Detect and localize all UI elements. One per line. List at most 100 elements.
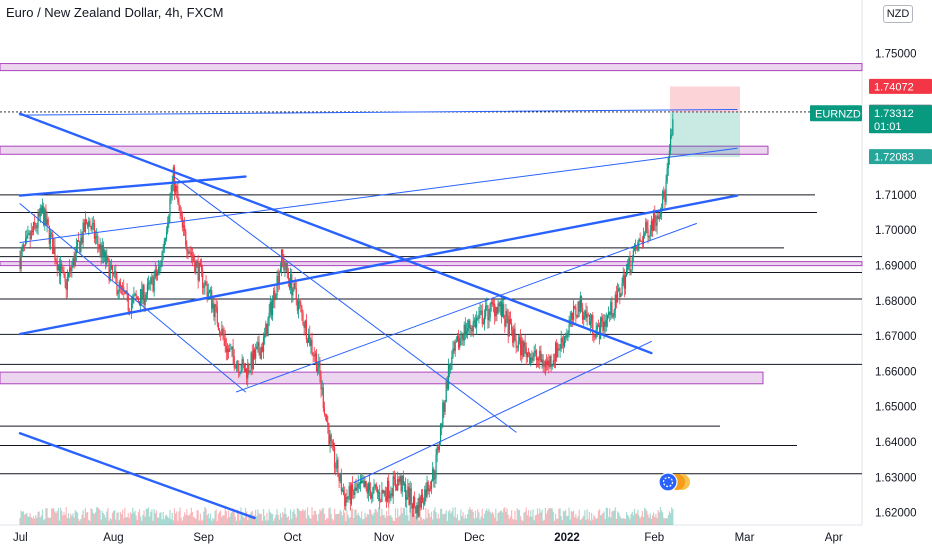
volume-bar bbox=[628, 516, 630, 525]
candle-body bbox=[400, 476, 402, 492]
volume-bar bbox=[117, 512, 119, 525]
candle-body bbox=[405, 483, 407, 500]
volume-bar bbox=[225, 511, 227, 525]
price-tag-label: 1.73312 bbox=[874, 108, 914, 120]
candle-body bbox=[132, 297, 134, 304]
volume-bar bbox=[383, 515, 385, 525]
volume-bar bbox=[80, 519, 82, 525]
candle-body bbox=[377, 492, 380, 494]
volume-bar bbox=[614, 507, 616, 525]
candle-body bbox=[47, 219, 49, 226]
candle-body bbox=[182, 225, 185, 228]
trendline[interactable] bbox=[172, 175, 517, 433]
volume-bar bbox=[570, 510, 572, 525]
volume-bar bbox=[452, 507, 454, 525]
candle-body bbox=[43, 206, 45, 226]
candle-body bbox=[160, 265, 162, 267]
candle-body bbox=[233, 355, 235, 368]
candle-body bbox=[660, 208, 663, 215]
trendline[interactable] bbox=[18, 175, 247, 197]
volume-bar bbox=[333, 508, 336, 525]
candle-body bbox=[483, 315, 486, 324]
candle-body bbox=[359, 480, 362, 484]
volume-bar bbox=[637, 509, 639, 525]
volume-bar bbox=[92, 512, 94, 525]
volume-bar bbox=[119, 511, 121, 525]
candle-body bbox=[246, 368, 248, 379]
candle-body bbox=[109, 268, 111, 281]
candle-body bbox=[266, 323, 268, 337]
volume-bar bbox=[606, 507, 609, 525]
candle-body bbox=[44, 209, 46, 226]
zone-rect bbox=[0, 371, 764, 385]
volume-bar bbox=[524, 511, 526, 525]
volume-bar bbox=[536, 508, 539, 525]
volume-bar bbox=[62, 515, 64, 525]
volume-bar bbox=[286, 517, 288, 525]
candle-body bbox=[152, 276, 154, 292]
volume-bar bbox=[170, 519, 172, 525]
volume-bar bbox=[463, 518, 465, 525]
time-tick-label: 2022 bbox=[554, 532, 580, 544]
volume-bar bbox=[448, 509, 451, 525]
volume-bar bbox=[593, 515, 595, 525]
volume-bar bbox=[456, 514, 459, 525]
volume-bar bbox=[418, 520, 420, 525]
price-tick-label: 1.71000 bbox=[875, 190, 917, 202]
trendline[interactable] bbox=[353, 340, 652, 484]
candle-body bbox=[250, 352, 252, 371]
candle-body bbox=[398, 478, 400, 482]
volume-bar bbox=[226, 518, 229, 525]
volume-bar bbox=[541, 509, 543, 525]
trendline[interactable] bbox=[19, 147, 738, 244]
candle-body bbox=[297, 301, 300, 311]
volume-bar bbox=[533, 520, 535, 525]
volume-bar bbox=[485, 510, 487, 525]
candle-body bbox=[252, 349, 254, 369]
candle-body bbox=[112, 273, 115, 275]
trendline[interactable] bbox=[19, 203, 246, 393]
volume-bar bbox=[579, 519, 581, 525]
volume-bar bbox=[644, 507, 646, 525]
volume-bar bbox=[671, 507, 673, 525]
currency-badge[interactable]: NZD bbox=[883, 5, 913, 23]
candle-body bbox=[592, 314, 594, 334]
volume-bar bbox=[28, 516, 30, 525]
volume-bar bbox=[672, 509, 674, 525]
candle-body bbox=[102, 245, 105, 256]
volume-bar bbox=[573, 510, 575, 525]
candle-body bbox=[96, 235, 98, 237]
candle-body bbox=[457, 336, 460, 348]
volume-bar bbox=[161, 519, 163, 525]
volume-bar bbox=[510, 510, 513, 525]
candle-body bbox=[296, 299, 298, 311]
volume-bar bbox=[428, 513, 430, 525]
volume-bar bbox=[516, 508, 518, 525]
candle-body bbox=[550, 356, 552, 367]
volume-bar bbox=[126, 517, 128, 525]
volume-bar bbox=[47, 517, 49, 525]
volume-bar bbox=[128, 517, 130, 525]
volume-bar bbox=[238, 512, 240, 525]
tradingview-logo-icon[interactable] bbox=[658, 472, 692, 492]
trendline[interactable] bbox=[18, 194, 739, 336]
trendline[interactable] bbox=[19, 108, 738, 116]
volume-bar bbox=[350, 508, 353, 525]
volume-bar bbox=[71, 515, 73, 525]
trendline[interactable] bbox=[18, 112, 653, 355]
candle-body bbox=[54, 246, 56, 260]
candle-body bbox=[154, 269, 156, 278]
candle-body bbox=[92, 223, 94, 225]
trendline[interactable] bbox=[18, 432, 256, 520]
candle-body bbox=[536, 358, 539, 360]
position-tool bbox=[670, 86, 740, 158]
candle-body bbox=[601, 317, 603, 322]
volume-bar bbox=[306, 507, 309, 525]
trendline[interactable] bbox=[235, 222, 697, 393]
volume-bar bbox=[609, 508, 611, 525]
candle-body bbox=[364, 481, 366, 488]
volume-bar bbox=[214, 510, 216, 525]
volume-bar bbox=[107, 508, 109, 525]
volume-bar bbox=[124, 507, 126, 525]
